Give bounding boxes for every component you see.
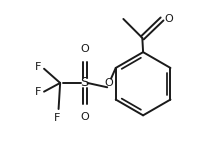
Text: S: S <box>81 76 89 89</box>
Text: F: F <box>35 87 41 97</box>
Text: O: O <box>105 78 114 88</box>
Text: F: F <box>54 113 60 123</box>
Text: O: O <box>80 44 89 54</box>
Text: O: O <box>80 112 89 122</box>
Text: F: F <box>35 62 41 72</box>
Text: O: O <box>164 14 173 24</box>
